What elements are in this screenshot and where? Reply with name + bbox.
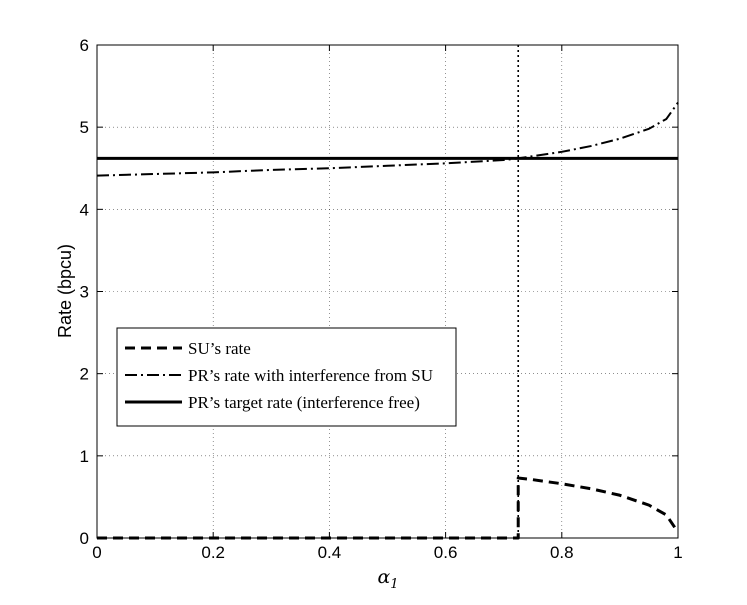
x-tick-label: 0.6 — [434, 543, 458, 562]
ticks: 0 0.2 0.4 0.6 0.8 1 0 1 2 3 4 5 6 — [80, 36, 683, 562]
x-tick-label: 0.2 — [201, 543, 225, 562]
x-tick-label: 0.8 — [550, 543, 574, 562]
x-axis-label-symbol: α — [377, 566, 390, 588]
y-axis-label: Rate (bpcu) — [55, 244, 75, 338]
y-tick-label: 2 — [80, 365, 89, 384]
x-axis-label-subscript: 1 — [390, 577, 398, 592]
y-tick-label: 5 — [80, 118, 89, 137]
series-pr-rate-interference — [96, 101, 679, 177]
legend-label-su-rate: SU’s rate — [188, 339, 251, 358]
plot-area — [97, 45, 678, 538]
legend-box — [116, 327, 457, 427]
legend-label-pr-target-rate: PR’s target rate (interference free) — [188, 393, 420, 412]
y-tick-label: 3 — [80, 283, 89, 302]
x-tick-label: 0 — [92, 543, 101, 562]
x-tick-label: 0.4 — [318, 543, 342, 562]
y-tick-label: 0 — [80, 529, 89, 548]
x-tick-label: 1 — [673, 543, 682, 562]
y-tick-label: 4 — [80, 200, 89, 219]
x-axis-label: α1 — [377, 566, 398, 592]
legend: SU’s rate PR’s rate with interference fr… — [116, 327, 457, 427]
y-tick-label: 1 — [80, 447, 89, 466]
legend-label-pr-rate-interference: PR’s rate with interference from SU — [188, 366, 433, 385]
y-tick-label: 6 — [80, 36, 89, 55]
